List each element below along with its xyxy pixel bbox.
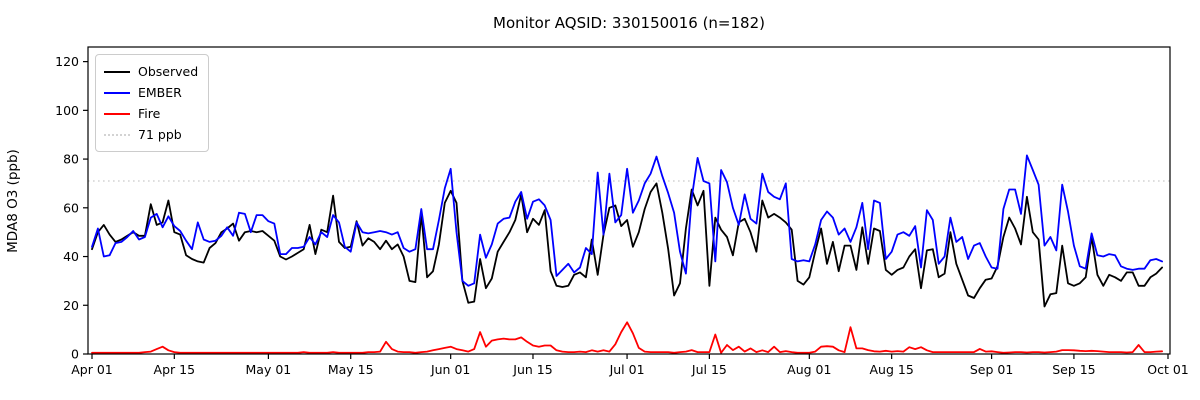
plot-border (87, 46, 1171, 355)
x-tick-label-Apr 15: Apr 15 (154, 362, 196, 377)
legend-item-fire: Fire (104, 103, 198, 124)
x-tick-label-Jun 01: Jun 01 (430, 362, 470, 377)
legend-box: Observed EMBER Fire 71 ppb (95, 54, 209, 152)
series-line-observed (91, 182, 1163, 308)
axes-spines-and-ticks (83, 46, 1171, 359)
x-tick-label-Jul 01: Jul 01 (609, 362, 645, 377)
x-tick-label-Jul 15: Jul 15 (691, 362, 727, 377)
legend-label-ember: EMBER (138, 85, 182, 100)
legend-item-71ppb: 71 ppb (104, 124, 198, 145)
series-line-ember (91, 154, 1163, 287)
fire-line-swatch (104, 112, 130, 115)
y-tick-label-120: 120 (55, 54, 79, 69)
observed-line-swatch (104, 70, 130, 73)
series-line-fire (91, 321, 1163, 354)
ember-line-swatch (104, 91, 130, 94)
y-tick-label-40: 40 (63, 249, 79, 264)
data-series-lines (91, 154, 1163, 354)
x-tick-label-Sep 15: Sep 15 (1052, 362, 1095, 377)
y-tick-label-20: 20 (63, 298, 79, 313)
x-tick-label-Aug 15: Aug 15 (870, 362, 914, 377)
x-tick-label-Jun 15: Jun 15 (512, 362, 552, 377)
legend-item-ember: EMBER (104, 82, 198, 103)
71ppb-line-swatch (104, 133, 130, 136)
y-tick-label-0: 0 (71, 347, 79, 362)
axis-tick-labels: Apr 01 Apr 15 May 01 May 15 Jun 01 Jun 15 Jul … (55, 54, 1189, 377)
chart-title: Monitor AQSID: 330150016 (n=182) (493, 14, 765, 32)
x-tick-label-May 15: May 15 (328, 362, 374, 377)
x-tick-label-Aug 01: Aug 01 (787, 362, 831, 377)
y-tick-label-60: 60 (63, 200, 79, 215)
y-tick-label-100: 100 (55, 103, 79, 118)
x-tick-label-Oct 01: Oct 01 (1147, 362, 1189, 377)
legend-label-fire: Fire (138, 106, 161, 121)
legend-item-observed: Observed (104, 61, 198, 82)
legend-label-71ppb: 71 ppb (138, 127, 182, 142)
x-tick-label-Sep 01: Sep 01 (970, 362, 1013, 377)
x-tick-label-May 01: May 01 (246, 362, 292, 377)
legend-label-observed: Observed (138, 64, 199, 79)
x-tick-label-Apr 01: Apr 01 (71, 362, 113, 377)
y-tick-label-80: 80 (63, 152, 79, 167)
